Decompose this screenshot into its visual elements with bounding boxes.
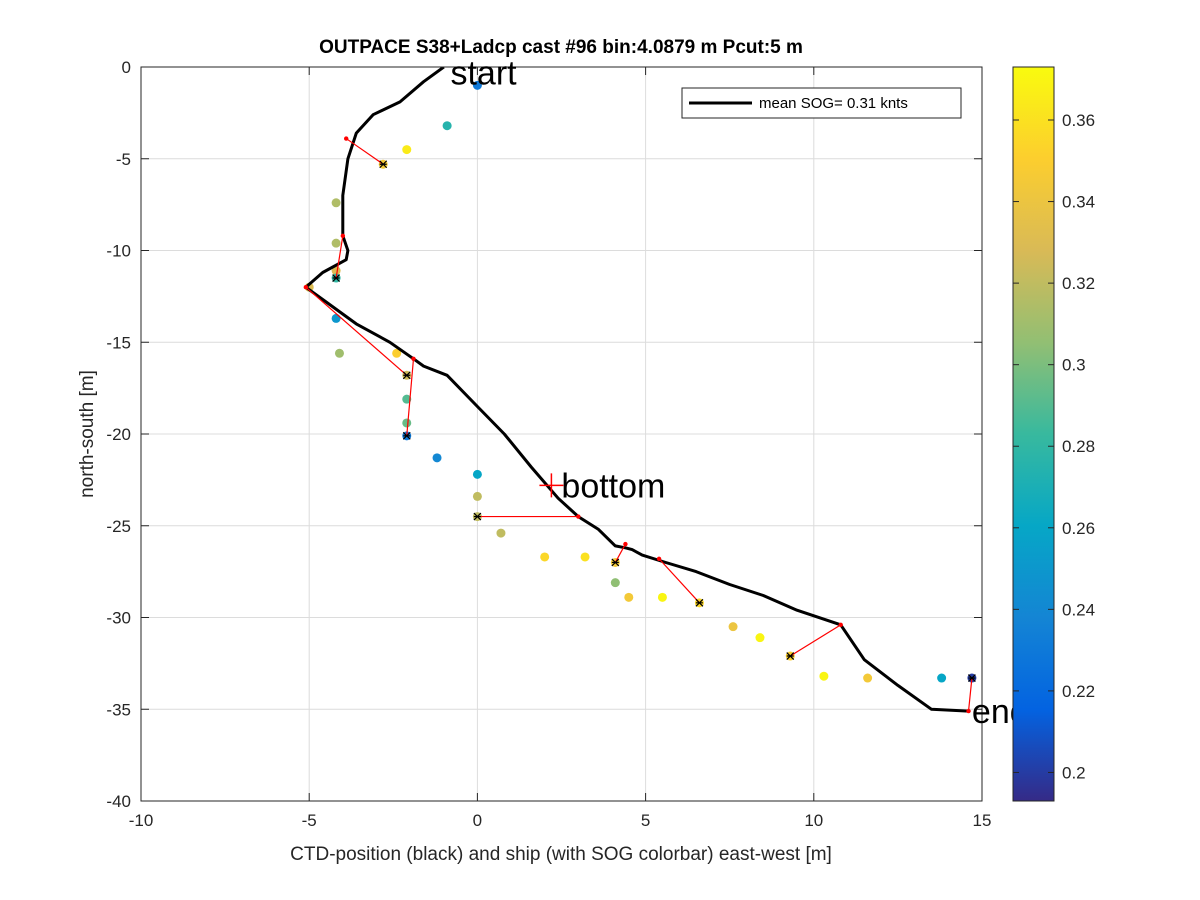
ctd-track-line [304,67,969,713]
y-tick-label: -30 [106,609,131,628]
x-tick-label: 5 [641,811,650,830]
chart-title: OUTPACE S38+Ladcp cast #96 bin:4.0879 m … [319,37,803,58]
ship-match-marker [379,160,388,169]
ship-point [728,622,738,632]
y-tick-label: -10 [106,242,131,261]
ship-point [331,313,341,323]
colorbar-tick-label: 0.3 [1062,356,1086,375]
connection-line [658,558,700,604]
ship-match-marker [402,431,411,440]
y-tick-label: 0 [122,58,131,77]
colorbar: 0.2 0.22 0.24 0.26 0.28 0.3 0.32 0.34 0.36 [1012,66,1095,802]
colorbar-gradient [1012,66,1055,802]
x-tick-label: -5 [302,811,317,830]
axis-ticks: -10 -5 0 5 10 15 0 -5 -10 -15 -20 -25 -30 -35 -40 [106,58,991,830]
ship-match-marker [786,652,795,660]
x-tick-label: 15 [973,811,992,830]
y-tick-label: -40 [106,792,131,811]
annotation-start: start [450,55,517,93]
y-tick-label: -35 [106,700,131,719]
ship-point [331,266,341,276]
ctd-point-marker [303,285,309,290]
colorbar-tick-label: 0.24 [1062,600,1095,619]
colorbar-tick-label: 0.22 [1062,682,1095,701]
ship-point [472,469,482,479]
ship-point [402,145,412,155]
x-tick-label: -10 [129,811,154,830]
colorbar-tick-label: 0.32 [1062,274,1095,293]
connection-line [614,543,626,563]
ctd-point-marker [344,136,349,141]
ctd-point-marker [576,514,581,519]
connection-line [335,235,344,279]
ctd-point-marker [656,556,662,561]
y-tick-label: -15 [106,333,131,352]
ctd-point-marker [411,356,416,361]
connection-line [305,286,408,376]
annotation-bottom: bottom [561,467,665,505]
ship-match-marker [402,371,411,380]
ship-point [402,394,412,404]
ship-point [657,592,667,602]
legend-label: mean SOG= 0.31 knts [759,95,908,112]
x-tick-label: 0 [473,811,482,830]
connection-line [345,138,384,165]
data-layer [303,67,977,714]
ship-point [496,528,506,538]
colorbar-tick-label: 0.26 [1062,519,1095,538]
ship-point [863,673,873,683]
y-tick-label: -20 [106,425,131,444]
ship-point [540,552,550,562]
ship-point [402,418,412,428]
ship-point [937,673,947,683]
ship-point [334,348,344,358]
ship-point [472,491,482,501]
bottom-marker [539,473,564,498]
connection-line [406,358,415,436]
ship-point [580,552,590,562]
ship-point [442,121,452,131]
colorbar-tick-label: 0.34 [1062,193,1095,212]
connection-line [967,677,973,712]
ship-point [331,198,341,208]
colorbar-tick-label: 0.36 [1062,111,1095,130]
ship-match-marker [473,512,482,521]
ship-point [610,578,620,588]
x-tick-label: 10 [804,811,823,830]
ship-match-marker [695,598,704,607]
ctd-point-marker [966,708,971,714]
colorbar-tick-label: 0.2 [1062,763,1086,782]
ship-match-marker [332,274,341,282]
colorbar-tick-label: 0.28 [1062,437,1095,456]
ship-point [331,238,341,248]
y-axis-label: north-south [m] [77,370,98,498]
y-tick-label: -25 [106,517,131,536]
legend: mean SOG= 0.31 knts [681,87,962,119]
y-tick-label: -5 [116,150,131,169]
ship-match-marker [967,674,976,682]
ctd-point-marker [623,541,628,547]
ctd-point-marker [838,622,843,628]
ctd-point-marker [340,233,346,239]
connection-line [789,624,842,657]
ship-point [392,348,402,358]
x-axis-label: CTD-position (black) and ship (with SOG … [290,844,832,865]
colorbar-ticks: 0.2 0.22 0.24 0.26 0.28 0.3 0.32 0.34 0.36 [1013,111,1095,782]
ship-match-marker [611,558,620,567]
ship-point [755,633,765,643]
ship-point [472,80,482,90]
ship-point [432,453,442,463]
ship-point [624,592,634,602]
ship-point [819,671,829,681]
